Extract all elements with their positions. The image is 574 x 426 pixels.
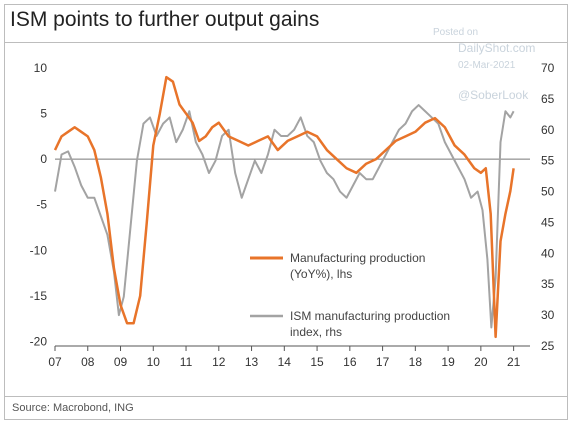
- x-tick-label: 10: [147, 355, 161, 369]
- x-tick-label: 09: [114, 355, 128, 369]
- chart-frame: [4, 4, 568, 420]
- y-right-tick-label: 30: [541, 308, 555, 322]
- x-tick-label: 12: [212, 355, 226, 369]
- y-right-tick-label: 45: [541, 215, 555, 229]
- y-left-tick-label: 5: [40, 107, 47, 121]
- y-right-tick-label: 35: [541, 277, 555, 291]
- x-tick-label: 17: [376, 355, 390, 369]
- manufacturing-production-line: [53, 75, 515, 339]
- legend-label: (YoY%), lhs: [290, 267, 352, 281]
- y-left-tick-label: 0: [40, 152, 47, 166]
- title-divider: [4, 42, 568, 43]
- x-tick-label: 21: [507, 355, 521, 369]
- x-tick-label: 11: [180, 355, 193, 369]
- y-right-tick-label: 25: [541, 339, 555, 353]
- legend-label: Manufacturing production: [290, 251, 425, 265]
- y-left-tick-label: -20: [30, 334, 48, 348]
- y-right-tick-label: 65: [541, 92, 555, 106]
- y-right-tick-label: 55: [541, 154, 555, 168]
- x-tick-label: 13: [245, 355, 259, 369]
- x-tick-label: 15: [310, 355, 324, 369]
- y-left-tick-label: 10: [34, 61, 48, 75]
- x-tick-label: 14: [278, 355, 292, 369]
- chart-title: ISM points to further output gains: [10, 8, 320, 31]
- y-left-tick-label: -5: [36, 198, 47, 212]
- legend-label: ISM manufacturing production: [290, 309, 450, 323]
- x-tick-label: 07: [48, 355, 62, 369]
- y-right-tick-label: 40: [541, 246, 555, 260]
- watermark-site: DailyShot.com: [458, 41, 536, 55]
- y-right-tick-label: 50: [541, 185, 555, 199]
- legend-label: index, rhs: [290, 325, 342, 339]
- footer-divider: [4, 396, 568, 397]
- y-left-tick-label: -15: [30, 289, 48, 303]
- source-note: Source: Macrobond, ING: [12, 402, 134, 414]
- y-right-tick-label: 70: [541, 61, 555, 75]
- x-tick-label: 19: [441, 355, 455, 369]
- watermark-date: 02-Mar-2021: [458, 60, 516, 71]
- y-left-tick-label: -10: [30, 243, 48, 257]
- watermark-handle: @SoberLook: [458, 88, 529, 102]
- x-tick-label: 20: [474, 355, 488, 369]
- y-right-tick-label: 60: [541, 123, 555, 137]
- ism-production-line: [54, 104, 515, 329]
- x-tick-label: 18: [409, 355, 423, 369]
- x-tick-label: 16: [343, 355, 357, 369]
- watermark-posted: Posted on: [433, 27, 479, 38]
- x-tick-label: 08: [81, 355, 95, 369]
